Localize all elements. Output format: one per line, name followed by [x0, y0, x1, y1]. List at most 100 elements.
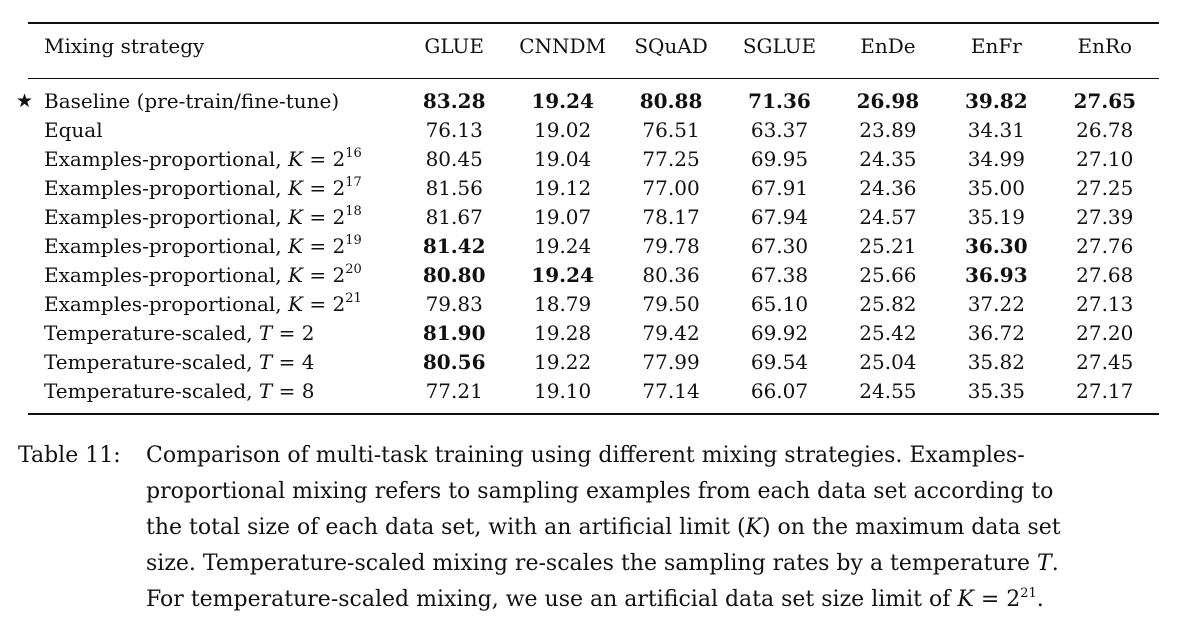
- header-glue: GLUE: [424, 34, 485, 58]
- strategy-label-cell: Temperature-scaled, T = 8: [28, 377, 400, 406]
- cell-cnndm: 19.07: [534, 205, 592, 229]
- cell-sglue: 63.37: [750, 118, 809, 142]
- table-row: Temperature-scaled, T = 2 81.90 19.28 79.42…: [28, 319, 1159, 348]
- header-row: Mixing strategy GLUE CNNDM SQuAD SGLUE E…: [28, 24, 1159, 68]
- cell-ende: 23.89: [859, 118, 917, 142]
- cell-squad: 77.00: [642, 176, 700, 200]
- cell-cnndm: 19.22: [534, 350, 592, 374]
- table-caption: Table 11: Comparison of multi-task train…: [18, 438, 1163, 618]
- bottom-rule: [28, 413, 1159, 415]
- cell-glue: 81.42: [422, 234, 486, 258]
- baseline-squad: 80.88: [639, 89, 703, 113]
- mixing-strategy-table-body: ★ Baseline (pre-train/fine-tune) 83.28 1…: [16, 87, 1159, 406]
- cell-enro: 27.39: [1076, 205, 1134, 229]
- caption-body: Comparison of multi-task training using …: [146, 438, 1163, 618]
- cell-enfr: 34.31: [967, 118, 1025, 142]
- cell-ende: 24.35: [859, 147, 917, 171]
- cell-ende: 24.55: [859, 379, 917, 403]
- strategy-label: Examples-proportional,: [44, 147, 289, 171]
- cell-squad: 80.36: [642, 263, 700, 287]
- cell-cnndm: 19.02: [534, 118, 592, 142]
- strategy-exponent: 18: [345, 204, 362, 220]
- cell-enro: 27.17: [1076, 379, 1134, 403]
- cell-enfr: 35.19: [967, 205, 1025, 229]
- table-row: Examples-proportional, K = 220 80.80 19.24…: [28, 261, 1159, 290]
- strategy-variable: K: [288, 234, 303, 258]
- header-mixing-strategy: Mixing strategy: [44, 34, 205, 58]
- cell-ende: 25.42: [859, 321, 917, 345]
- cell-ende: 25.21: [859, 234, 917, 258]
- star-icon: ★: [16, 90, 34, 112]
- table-row: Examples-proportional, K = 221 79.83 18.79…: [28, 290, 1159, 319]
- strategy-label: Temperature-scaled,: [44, 379, 259, 403]
- header-enfr: EnFr: [970, 34, 1022, 58]
- cell-glue: 81.56: [425, 176, 483, 200]
- strategy-equals: = 2: [302, 205, 346, 229]
- strategy-variable: T: [258, 321, 273, 345]
- strategy-label: Examples-proportional,: [44, 263, 289, 287]
- table-row: Examples-proportional, K = 216 80.45 19.04…: [28, 145, 1159, 174]
- cell-enro: 27.13: [1076, 292, 1134, 316]
- table-row: Temperature-scaled, T = 4 80.56 19.22 77.99…: [28, 348, 1159, 377]
- caption-line: size. Temperature-scaled mixing re-scale…: [146, 546, 1163, 582]
- top-rule: [28, 22, 1159, 24]
- baseline-row: ★ Baseline (pre-train/fine-tune) 83.28 1…: [16, 87, 1159, 116]
- cell-squad: 77.14: [642, 379, 700, 403]
- cell-cnndm: 18.79: [534, 292, 592, 316]
- strategy-exponent: 19: [345, 233, 362, 249]
- caption-text: size. Temperature-scaled mixing re-scale…: [146, 551, 1038, 576]
- strategy-variable: K: [288, 263, 303, 287]
- baseline-label: Baseline (pre-train/fine-tune): [44, 89, 340, 113]
- table-row: Examples-proportional, K = 218 81.67 19.07…: [28, 203, 1159, 232]
- cell-sglue: 69.95: [750, 147, 809, 171]
- cell-glue: 80.45: [425, 147, 483, 171]
- mixing-strategy-table: Mixing strategy GLUE CNNDM SQuAD SGLUE E…: [28, 24, 1159, 68]
- table-row: Temperature-scaled, T = 8 77.21 19.10 77.14…: [28, 377, 1159, 406]
- strategy-equals: = 2: [302, 292, 346, 316]
- cell-glue: 77.21: [425, 379, 483, 403]
- cell-enfr: 34.99: [967, 147, 1025, 171]
- cell-sglue: 69.54: [750, 350, 809, 374]
- cell-cnndm: 19.28: [534, 321, 592, 345]
- cell-cnndm: 19.10: [534, 379, 592, 403]
- cell-sglue: 67.94: [750, 205, 809, 229]
- table-row: Examples-proportional, K = 219 81.42 19.24…: [28, 232, 1159, 261]
- strategy-exponent: 16: [345, 146, 362, 162]
- caption-text: proportional mixing refers to sampling e…: [146, 479, 1054, 504]
- cell-squad: 79.50: [642, 292, 700, 316]
- baseline-enro: 27.65: [1073, 89, 1137, 113]
- strategy-label: Examples-proportional,: [44, 292, 289, 316]
- strategy-label-cell: Temperature-scaled, T = 2: [28, 319, 400, 348]
- strategy-equals: = 2: [272, 321, 315, 345]
- header-ende: EnDe: [860, 34, 916, 58]
- cell-cnndm: 19.04: [534, 147, 592, 171]
- results-table: Mixing strategy GLUE CNNDM SQuAD SGLUE E…: [16, 22, 1159, 415]
- cell-cnndm: 19.24: [534, 234, 592, 258]
- strategy-label: Equal: [44, 118, 103, 142]
- cell-squad: 79.42: [642, 321, 700, 345]
- cell-sglue: 67.38: [750, 263, 809, 287]
- strategy-label-cell: Examples-proportional, K = 216: [28, 145, 400, 174]
- cell-glue: 76.13: [425, 118, 483, 142]
- header-squad: SQuAD: [634, 34, 708, 58]
- caption-line: the total size of each data set, with an…: [146, 510, 1163, 546]
- strategy-label: Temperature-scaled,: [44, 321, 259, 345]
- cell-enfr: 35.82: [967, 350, 1025, 374]
- strategy-variable: K: [288, 292, 303, 316]
- cell-ende: 25.66: [859, 263, 917, 287]
- caption-line: For temperature-scaled mixing, we use an…: [146, 582, 1163, 618]
- baseline-enfr: 39.82: [965, 89, 1028, 113]
- strategy-variable: K: [288, 176, 303, 200]
- cell-enfr: 35.00: [967, 176, 1025, 200]
- cell-ende: 24.36: [859, 176, 917, 200]
- strategy-exponent: 17: [345, 175, 362, 191]
- strategy-label: Examples-proportional,: [44, 205, 289, 229]
- cell-enfr: 36.30: [965, 234, 1028, 258]
- caption-line: Comparison of multi-task training using …: [146, 438, 1163, 474]
- cell-enro: 27.25: [1076, 176, 1134, 200]
- baseline-cnndm: 19.24: [531, 89, 594, 113]
- caption-line: proportional mixing refers to sampling e…: [146, 474, 1163, 510]
- baseline-label-cell: ★ Baseline (pre-train/fine-tune): [16, 87, 400, 116]
- caption-text: For temperature-scaled mixing, we use an…: [146, 587, 958, 612]
- strategy-equals: = 2: [302, 263, 346, 287]
